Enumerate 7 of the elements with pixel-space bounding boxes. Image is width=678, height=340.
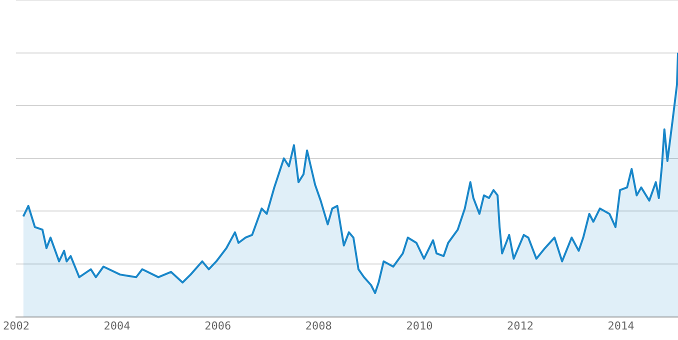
- x-tick-label: 2012: [506, 319, 534, 332]
- x-tick-label: 2014: [608, 319, 635, 332]
- x-tick-label: 2002: [2, 319, 30, 332]
- x-tick-label: 2010: [406, 319, 433, 332]
- x-tick-label: 2008: [305, 319, 332, 332]
- x-tick-label: 2004: [104, 319, 131, 332]
- x-tick-label: 2006: [204, 319, 232, 332]
